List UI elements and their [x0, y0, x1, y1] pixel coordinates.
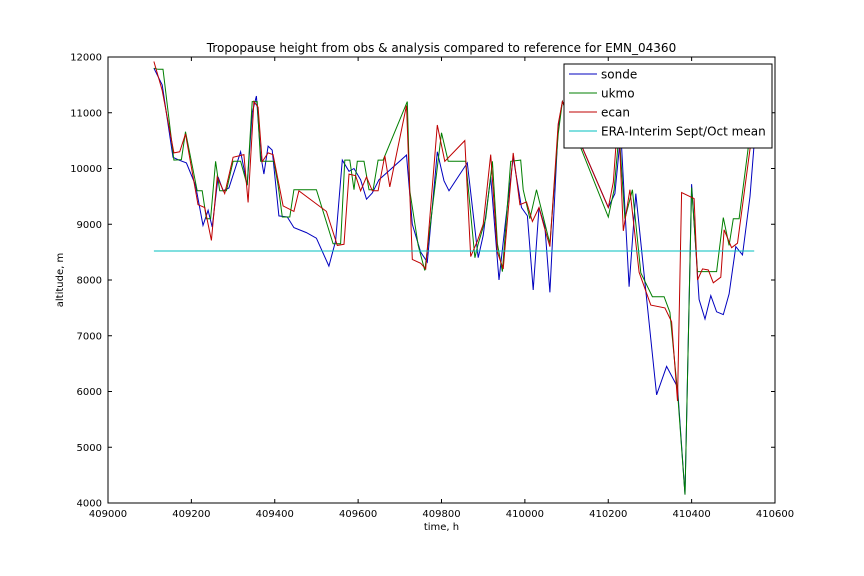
x-tick-label: 410200	[589, 509, 627, 520]
x-tick-label: 410000	[506, 509, 544, 520]
y-tick-label: 6000	[77, 387, 102, 398]
x-tick-label: 409400	[256, 509, 294, 520]
series-line-ukmo	[153, 67, 755, 495]
legend-label-ukmo: ukmo	[601, 87, 635, 101]
y-tick-label: 10000	[70, 164, 102, 175]
x-tick-label: 409800	[422, 509, 460, 520]
y-tick-label: 4000	[77, 499, 102, 510]
series-line-sonde	[153, 67, 755, 495]
legend: sonde ukmo ecan ERA-Interim Sept/Oct mean	[563, 63, 773, 149]
legend-label-sonde: sonde	[601, 68, 637, 82]
legend-label-ecan: ecan	[601, 106, 630, 120]
x-tick-label: 409000	[89, 509, 127, 520]
x-axis-label: time, h	[424, 522, 459, 533]
y-tick-label: 5000	[77, 443, 102, 454]
x-tick-label: 410400	[673, 509, 711, 520]
series-layer	[153, 61, 756, 495]
y-axis-label: altitude, m	[55, 253, 66, 307]
x-tick-label: 409200	[172, 509, 210, 520]
y-tick-label: 11000	[70, 108, 102, 119]
legend-label-era-interim-sept-oct-mean: ERA-Interim Sept/Oct mean	[601, 125, 766, 139]
x-tick-label: 409600	[339, 509, 377, 520]
x-tick-label: 410600	[756, 509, 794, 520]
y-tick-label: 9000	[77, 220, 102, 231]
chart-title: Tropopause height from obs & analysis co…	[206, 41, 676, 55]
series-line-ecan	[153, 61, 756, 402]
legend-box	[563, 63, 773, 149]
y-tick-label: 7000	[77, 331, 102, 342]
y-tick-label: 12000	[70, 53, 102, 64]
ticks-layer: 409000 409200 409400 409600 409800 410000 4102…	[70, 53, 794, 521]
y-tick-label: 8000	[77, 276, 102, 287]
